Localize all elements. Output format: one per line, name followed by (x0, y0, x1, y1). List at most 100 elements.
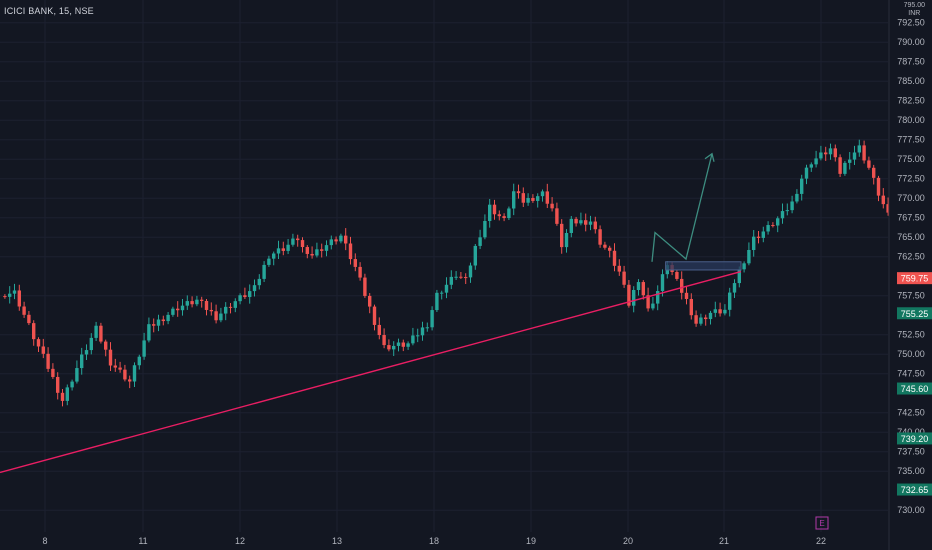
candle-body (593, 221, 597, 230)
candle-body (569, 218, 573, 233)
candle-body (641, 282, 645, 296)
candle-body (60, 392, 65, 401)
price-tick-label: 787.50 (897, 57, 925, 67)
candle-body (401, 342, 405, 347)
candle-body (248, 291, 252, 298)
price-tick-label: 740.00 (897, 427, 925, 437)
candle-body (17, 290, 21, 307)
candle-body (3, 296, 7, 298)
candle-body (550, 203, 554, 209)
candle-body (411, 335, 415, 344)
candle-body (329, 239, 333, 246)
candle-body (185, 301, 189, 306)
candle-body (824, 152, 828, 155)
candle-body (348, 243, 353, 260)
candle-body (233, 301, 237, 308)
projection-arrowhead (704, 152, 715, 162)
candle-body (257, 278, 261, 286)
candle-body (118, 367, 122, 370)
candle-body (728, 292, 732, 310)
candle-body (454, 276, 458, 278)
candle-body (742, 263, 746, 270)
candle-body (756, 236, 761, 238)
candle-body (324, 245, 329, 251)
candle-body (392, 345, 396, 350)
candle-body (252, 285, 257, 292)
candle-body (632, 290, 636, 306)
candle-body (276, 248, 281, 254)
candle-body (833, 148, 837, 158)
candle-body (444, 284, 449, 293)
candle-body (70, 381, 74, 388)
candle-body (785, 210, 789, 212)
candle-body (848, 159, 852, 163)
candle-body (22, 306, 26, 315)
candle-body (377, 324, 381, 336)
candle-body (761, 231, 765, 238)
candle-body (881, 195, 885, 205)
candle-body (636, 282, 641, 291)
candle-body (334, 239, 338, 242)
candle-body (339, 235, 343, 242)
candle-body (680, 278, 684, 293)
candle-body (752, 236, 756, 250)
candle-body (766, 225, 770, 232)
interval-label: 15 (58, 6, 70, 16)
candle-body (795, 193, 799, 202)
candle-body (478, 237, 482, 246)
candle-body (564, 232, 569, 248)
support-zone-box (665, 261, 742, 271)
price-tick-label: 770.00 (897, 193, 925, 203)
chart-drawings[interactable]: E (0, 152, 829, 530)
candle-body (416, 335, 420, 337)
candle-body (800, 178, 804, 194)
price-tick-label: 780.00 (897, 115, 925, 125)
candle-body (267, 258, 271, 265)
time-axis[interactable]: 8 11 12 13 18 19 20 21 22 (42, 536, 826, 546)
candle-body (660, 274, 665, 292)
candle-body (291, 238, 295, 245)
grid-lines (0, 0, 888, 532)
candle-body (156, 319, 161, 326)
ascending-trendline (0, 270, 742, 474)
candle-body (176, 308, 180, 311)
time-tick-label: 18 (429, 536, 439, 546)
candle-body (382, 335, 386, 346)
symbol-header: ICICI BANK, 15, NSE (4, 6, 94, 16)
candle-body (608, 247, 612, 251)
candle-body (80, 354, 84, 369)
candle-body (228, 306, 233, 308)
candle-body (75, 368, 79, 382)
candle-body (99, 325, 103, 342)
top-price-label: 795.00 (903, 2, 925, 9)
price-label-box (897, 432, 932, 445)
event-marker-letter: E (819, 519, 824, 528)
candle-body (689, 298, 693, 316)
candle-body (425, 327, 429, 329)
candle-body (540, 191, 545, 197)
candle-body (771, 225, 775, 227)
candle-body (612, 250, 617, 266)
candle-body (46, 353, 50, 369)
candle-body (876, 177, 881, 196)
price-label-text: 732.65 (901, 485, 929, 495)
time-tick-label: 8 (42, 536, 47, 546)
candle-body (545, 191, 549, 204)
candle-body (358, 266, 362, 278)
candle-body (699, 317, 703, 324)
candle-body (804, 167, 809, 179)
candle-body (420, 327, 425, 336)
candle-body (238, 295, 242, 302)
candle-body (296, 238, 300, 241)
price-axis[interactable]: 792.50 790.00 787.50 785.00 782.50 780.00 777.… (888, 0, 932, 550)
candle-body (113, 365, 117, 368)
candle-body (867, 160, 871, 168)
price-tick-label: 735.00 (897, 466, 925, 476)
price-tick-label: 762.50 (897, 252, 925, 262)
candle-body (574, 218, 578, 224)
candle-body (790, 201, 794, 211)
candle-body (272, 253, 276, 259)
candle-body (646, 295, 650, 309)
candle-body (300, 240, 305, 248)
